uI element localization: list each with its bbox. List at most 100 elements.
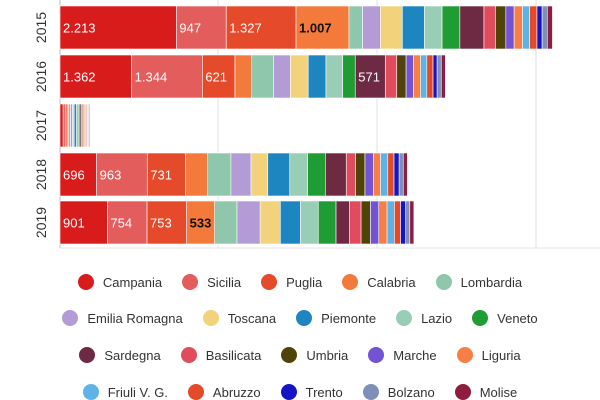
bar-segment — [360, 200, 371, 245]
y-tick-label: 2015 — [33, 12, 49, 43]
legend-swatch — [456, 347, 473, 363]
legend-item[interactable]: Liguria — [456, 347, 521, 363]
legend-item[interactable]: Sicilia — [182, 274, 241, 290]
bar-segment — [234, 54, 253, 99]
legend-swatch — [296, 310, 313, 326]
legend-label: Veneto — [497, 310, 538, 326]
legend-item[interactable]: Campania — [77, 274, 163, 290]
bar-segment — [146, 200, 187, 245]
legend-swatch — [396, 310, 413, 326]
bar-segment — [413, 54, 421, 99]
legend-label: Toscana — [227, 310, 277, 326]
bar-segment — [396, 54, 407, 99]
legend-item[interactable]: Sardegna — [79, 347, 161, 363]
legend-label: Liguria — [481, 347, 521, 363]
bar-segment — [393, 152, 400, 197]
legend-item[interactable]: Friuli V. G. — [82, 384, 168, 400]
bar-segment — [236, 200, 261, 245]
legend-item[interactable]: Emilia Romagna — [62, 310, 183, 326]
legend-item[interactable]: Calabria — [342, 274, 416, 290]
data-label: 621 — [205, 70, 227, 85]
legend-label: Emilia Romagna — [87, 310, 183, 326]
legend-label: Molise — [479, 384, 518, 400]
legend-row: Emilia Romagna Toscana Piemonte Lazio Veneto — [0, 310, 600, 326]
bar-segment — [440, 54, 446, 99]
legend-swatch — [368, 347, 385, 363]
legend-swatch — [187, 384, 204, 400]
legend-label: Bolzano — [387, 384, 435, 400]
legend-swatch — [62, 310, 79, 326]
bar-segment — [202, 54, 236, 99]
bar-segment — [307, 152, 326, 197]
y-tick-label: 2019 — [33, 207, 49, 238]
legend-item[interactable]: Trento — [280, 384, 343, 400]
y-tick-label: 2016 — [33, 61, 49, 92]
bar-segment — [513, 5, 523, 50]
legend-row: Campania Sicilia Puglia Calabria Lombardia — [0, 274, 600, 290]
legend-item[interactable]: Lazio — [396, 310, 452, 326]
bar-segment — [348, 5, 363, 50]
bar-segment — [495, 5, 507, 50]
bar-segment — [483, 5, 496, 50]
bar-segment — [317, 200, 337, 245]
legend-item[interactable]: Molise — [454, 384, 518, 400]
bar-segment — [230, 152, 252, 197]
legend-item[interactable]: Piemonte — [296, 310, 376, 326]
data-label: 947 — [179, 21, 201, 36]
bar-segment — [380, 152, 389, 197]
legend-label: Marche — [393, 347, 437, 363]
legend-label: Basilicata — [205, 347, 262, 363]
legend-item[interactable]: Marche — [368, 347, 437, 363]
legend-item[interactable]: Toscana — [202, 310, 277, 326]
bar-segment — [536, 5, 543, 50]
bar-segment — [541, 5, 548, 50]
bar-segment — [546, 5, 553, 50]
legend-swatch — [180, 347, 197, 363]
bar-segment — [214, 200, 238, 245]
data-label: 753 — [150, 216, 172, 231]
legend-label: Calabria — [367, 274, 416, 290]
bar-segment — [335, 200, 350, 245]
legend-swatch — [261, 274, 278, 290]
legend-swatch — [202, 310, 219, 326]
bar-segment — [225, 5, 297, 50]
data-label: 696 — [63, 168, 85, 183]
legend-label: Umbria — [306, 347, 349, 363]
legend-item[interactable]: Basilicata — [180, 347, 262, 363]
bar-segment — [70, 103, 73, 148]
bar-segment — [259, 200, 281, 245]
legend-row: Sardegna Basilicata Umbria Marche Liguria — [0, 347, 600, 363]
bar-segment — [394, 200, 401, 245]
bar-segment — [370, 200, 380, 245]
bar-segment — [73, 103, 77, 148]
legend-item[interactable]: Puglia — [261, 274, 322, 290]
bar-segment — [522, 5, 531, 50]
bar-segment — [436, 54, 442, 99]
bar-segment — [88, 103, 90, 148]
bar-segment — [432, 54, 438, 99]
data-label: 754 — [110, 216, 132, 231]
legend-label: Friuli V. G. — [107, 384, 168, 400]
bar-segment — [364, 152, 374, 197]
data-label: 1.327 — [229, 21, 262, 36]
bar-segment — [380, 5, 403, 50]
legend-label: Sardegna — [104, 347, 161, 363]
bar-segment — [325, 152, 347, 197]
legend-item[interactable]: Abruzzo — [187, 384, 261, 400]
bar-segment — [300, 200, 319, 245]
data-label: 901 — [63, 216, 85, 231]
legend-swatch — [82, 384, 99, 400]
legend-label: Campania — [102, 274, 163, 290]
legend-item[interactable]: Lombardia — [435, 274, 522, 290]
y-tick-label: 2018 — [33, 159, 49, 190]
legend-item[interactable]: Bolzano — [362, 384, 435, 400]
bar-segment — [409, 200, 415, 245]
legend-item[interactable]: Umbria — [281, 347, 348, 363]
legend-item[interactable]: Veneto — [472, 310, 538, 326]
data-label: 2.213 — [63, 21, 96, 36]
bar-segment — [176, 5, 227, 50]
legend-row: Friuli V. G. Abruzzo Trento Bolzano Molise — [0, 384, 600, 400]
legend-label: Abruzzo — [212, 384, 261, 400]
legend-swatch — [342, 274, 359, 290]
bar-segment — [384, 54, 398, 99]
